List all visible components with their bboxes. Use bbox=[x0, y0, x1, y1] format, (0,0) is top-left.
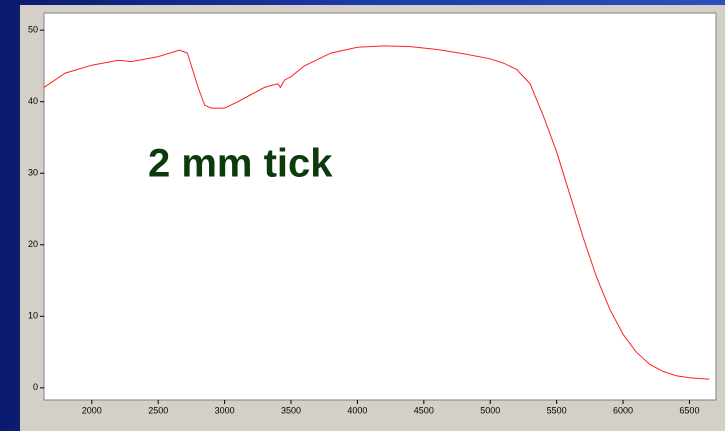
y-tick-label: 10 bbox=[28, 311, 38, 321]
annotation: 2 mm tick bbox=[148, 142, 333, 186]
x-tick-label: 4000 bbox=[347, 405, 367, 415]
x-tick-label: 2000 bbox=[82, 405, 102, 415]
x-tick-label: 2500 bbox=[148, 405, 168, 415]
x-tick-label: 6500 bbox=[679, 405, 699, 415]
x-tick-label: 3000 bbox=[215, 405, 235, 415]
y-tick-label: 30 bbox=[28, 168, 38, 178]
x-tick-label: 5000 bbox=[480, 405, 500, 415]
y-tick-label: 0 bbox=[33, 382, 38, 392]
x-tick-label: 4500 bbox=[414, 405, 434, 415]
y-tick-label: 50 bbox=[28, 25, 38, 35]
x-tick-label: 6000 bbox=[613, 405, 633, 415]
data-line bbox=[43, 45, 710, 380]
plot-area bbox=[43, 12, 717, 401]
x-tick-label: 5500 bbox=[547, 405, 567, 415]
y-tick-label: 20 bbox=[28, 239, 38, 249]
y-tick-label: 40 bbox=[28, 96, 38, 106]
x-tick-label: 3500 bbox=[281, 405, 301, 415]
